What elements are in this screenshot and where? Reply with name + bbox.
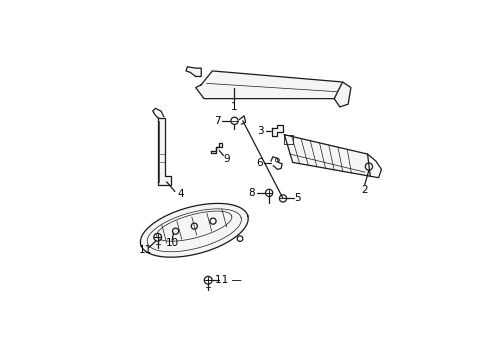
Text: 3: 3 xyxy=(258,126,264,135)
Polygon shape xyxy=(284,135,370,176)
Text: 10: 10 xyxy=(166,238,179,248)
Text: 11 —: 11 — xyxy=(215,275,242,285)
Text: 2: 2 xyxy=(362,185,368,195)
Text: 11: 11 xyxy=(139,245,152,255)
Text: 7: 7 xyxy=(214,116,220,126)
Text: 1: 1 xyxy=(231,102,238,112)
Polygon shape xyxy=(158,118,171,185)
Text: 9: 9 xyxy=(223,154,230,164)
Polygon shape xyxy=(186,67,201,76)
Text: 8: 8 xyxy=(248,188,255,198)
Polygon shape xyxy=(334,82,351,107)
Polygon shape xyxy=(141,203,248,257)
Text: 6: 6 xyxy=(256,158,263,168)
Polygon shape xyxy=(211,143,222,153)
Polygon shape xyxy=(196,71,343,99)
Text: 4: 4 xyxy=(177,189,184,199)
Polygon shape xyxy=(272,125,283,136)
Text: 5: 5 xyxy=(294,193,301,203)
